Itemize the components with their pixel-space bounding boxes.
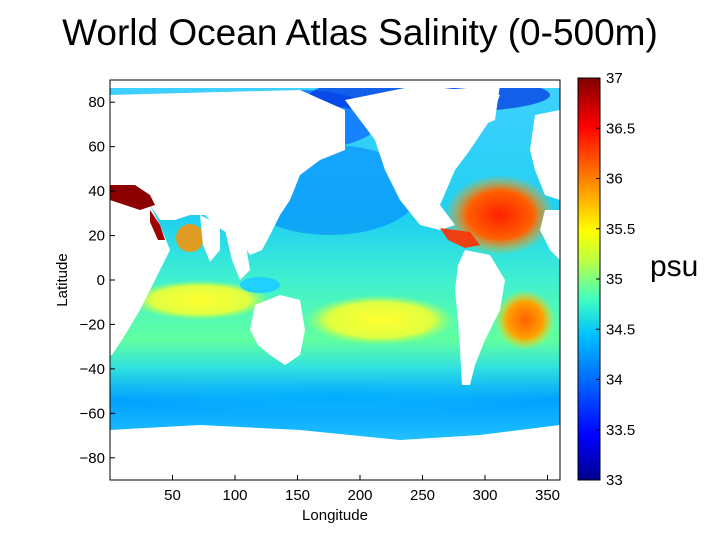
colorbar-tick-label: 34.5 [606,321,635,338]
india [200,215,220,262]
australia [250,295,305,365]
y-tick-label: 60 [88,139,105,156]
colorbar-tick-label: 35.5 [606,221,635,238]
mediterranean-red-sea-salty [110,185,155,210]
x-tick-label: 50 [164,487,181,504]
y-axis: 80 60 40 20 0 −20 −40 −60 −80 [80,94,115,467]
caribbean-salty [440,228,480,248]
colorbar-tick-label: 36.5 [606,120,635,137]
chart-title: World Ocean Atlas Salinity (0-500m) [62,12,658,53]
salinity-map [110,80,560,480]
europe-west [530,110,560,200]
x-tick-label: 200 [347,487,372,504]
y-tick-label: −80 [80,450,105,467]
y-tick-label: 20 [88,228,105,245]
arctic-cap [110,80,560,88]
y-tick-label: 0 [97,272,105,289]
y-tick-label: 80 [88,94,105,111]
colorbar-axis: 37 36.5 36 35.5 35 34.5 34 33.5 33 [596,70,635,489]
africa-east [110,200,170,355]
land-masses [110,80,560,480]
y-axis-label: Latitude [54,253,71,306]
southeast-asia [225,230,250,280]
colorbar-tick-label: 35 [606,271,623,288]
x-tick-label: 250 [410,487,435,504]
y-tick-label: −60 [80,405,105,422]
x-tick-label: 100 [222,487,247,504]
x-tick-label: 300 [472,487,497,504]
colorbar-tick-label: 36 [606,171,623,188]
greenland [445,85,500,130]
x-axis: 50 100 150 200 250 300 350 [164,475,560,504]
south-america [455,250,505,385]
colorbar-tick-label: 37 [606,70,623,87]
arabian-sea-salty [176,224,204,252]
south-atlantic-salty [495,290,555,350]
x-tick-label: 150 [285,487,310,504]
colorbar-unit-label: psu [650,250,699,283]
y-tick-label: −20 [80,316,105,333]
south-indian-salty [130,280,270,320]
southern-ocean-fresh [110,375,560,415]
eurasia [110,90,345,255]
y-tick-label: −40 [80,361,105,378]
x-axis-label: Longitude [302,507,368,524]
south-pacific-salty [305,295,455,345]
red-sea-salty [150,210,165,240]
colorbar-tick-label: 34 [606,372,623,389]
north-atlantic-salty [445,175,555,255]
x-tick-label: 350 [535,487,560,504]
africa-west [540,210,560,260]
colorbar-tick-label: 33.5 [606,422,635,439]
colorbar-tick-label: 33 [606,472,623,489]
indonesian-seas [240,277,280,293]
y-tick-label: 40 [88,183,105,200]
antarctica [110,425,560,480]
